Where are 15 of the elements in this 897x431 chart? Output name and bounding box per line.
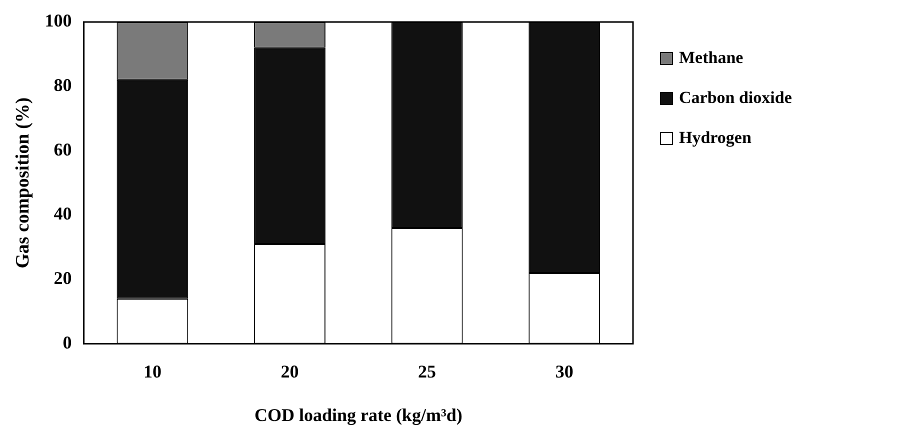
x-axis-title: COD loading rate (kg/m³d) [254,404,462,425]
legend-label: Carbon dioxide [679,88,792,108]
x-tick-label: 20 [280,361,299,382]
y-tick-label: 100 [44,10,72,31]
y-tick-label: 40 [54,204,72,224]
y-tick-label: 0 [62,332,72,352]
y-axis-title: Gas composition (%) [12,97,34,268]
legend-label: Hydrogen [679,128,752,148]
y-tick-label: 20 [54,268,72,288]
y-tick-label: 80 [54,75,72,96]
x-tick-label: 30 [555,361,574,382]
x-tick-label: 10 [143,361,162,382]
x-tick-label: 25 [418,361,436,382]
y-tick-label: 60 [54,139,72,160]
legend-label: Methane [679,48,744,68]
